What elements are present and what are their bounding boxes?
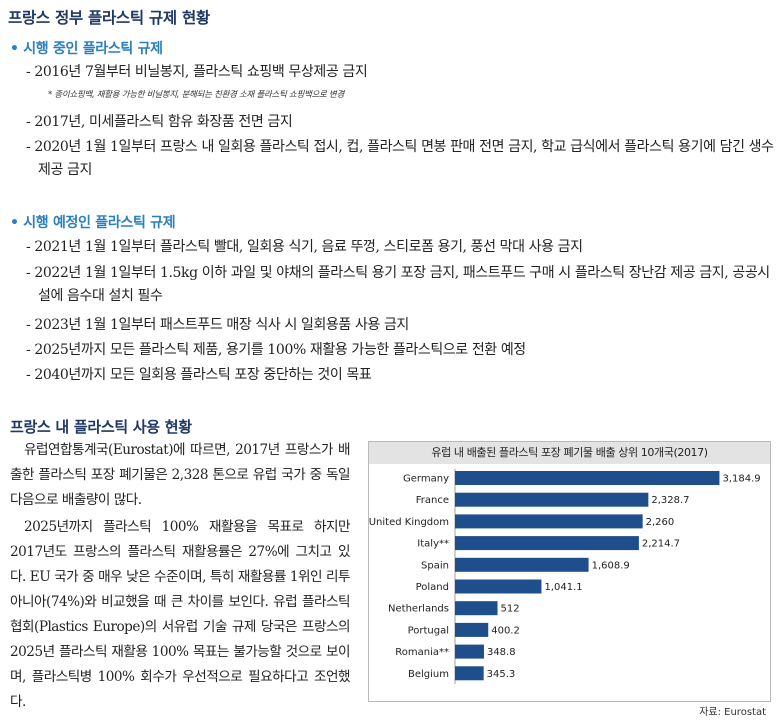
bar bbox=[455, 601, 498, 616]
bar bbox=[455, 514, 643, 529]
category-label: Portugal bbox=[408, 625, 449, 636]
category-label: Spain bbox=[421, 560, 449, 571]
value-label: 345.3 bbox=[487, 669, 516, 680]
value-label: 3,184.9 bbox=[722, 474, 760, 485]
category-label: Belgium bbox=[408, 669, 449, 680]
category-label: Italy** bbox=[417, 539, 449, 550]
bar bbox=[455, 557, 589, 572]
section-planned-heading: • 시행 예정인 플라스틱 규제 bbox=[10, 215, 176, 231]
chart-plot: Germany 3,184.9 France 2,328.7 United Kingdo… bbox=[369, 469, 761, 684]
category-label: France bbox=[416, 495, 449, 506]
value-label: 2,214.7 bbox=[642, 539, 680, 550]
page-title: 프랑스 정부 플라스틱 규제 현황 bbox=[8, 9, 210, 27]
current-item-1: - 2016년 7월부터 비닐봉지, 플라스틱 쇼핑백 무상제공 금지 bbox=[26, 64, 368, 80]
bar bbox=[455, 666, 484, 681]
value-label: 2,260 bbox=[646, 517, 675, 528]
source-note: 자료: Eurostat bbox=[699, 707, 766, 718]
category-label: Romania** bbox=[395, 647, 449, 658]
section-current-heading: • 시행 중인 플라스틱 규제 bbox=[10, 41, 163, 57]
waste-chart: 유럽 내 배출된 플라스틱 포장 폐기물 배출 상위 10개국(2017) Ge… bbox=[368, 441, 771, 702]
value-label: 1,041.1 bbox=[544, 582, 582, 593]
bar bbox=[455, 579, 542, 594]
category-label: United Kingdom bbox=[369, 517, 449, 528]
category-label: Poland bbox=[416, 582, 449, 593]
planned-item-2: - 2022년 1월 1일부터 1.5kg 이하 과일 및 야채의 플라스틱 용… bbox=[26, 265, 770, 304]
category-label: Netherlands bbox=[388, 604, 449, 615]
bar bbox=[455, 536, 639, 551]
bar bbox=[455, 492, 649, 507]
usage-paragraph-1: 유럽연합통계국(Eurostat)에 따르면, 2017년 프랑스가 배출한 플… bbox=[10, 442, 351, 508]
usage-heading: 프랑스 내 플라스틱 사용 현황 bbox=[10, 418, 192, 436]
value-label: 400.2 bbox=[491, 625, 520, 636]
current-item-3: - 2020년 1월 1일부터 프랑스 내 일회용 플라스틱 접시, 컵, 플라… bbox=[26, 139, 774, 178]
planned-item-1: - 2021년 1월 1일부터 플라스틱 빨대, 일회용 식기, 음료 뚜껑, … bbox=[26, 239, 583, 255]
bar bbox=[455, 644, 484, 659]
bar bbox=[455, 622, 489, 637]
planned-item-5: - 2040년까지 모든 일회용 플라스틱 포장 중단하는 것이 목표 bbox=[26, 367, 372, 383]
bar bbox=[455, 471, 720, 485]
value-label: 1,608.9 bbox=[592, 560, 630, 571]
usage-paragraph-2: 2025년까지 플라스틱 100% 재활용을 목표로 하지만 2017년도 프랑… bbox=[10, 519, 351, 710]
planned-item-4: - 2025년까지 모든 플라스틱 제품, 용기를 100% 재활용 가능한 플… bbox=[26, 342, 526, 358]
value-label: 348.8 bbox=[487, 647, 516, 658]
value-label: 512 bbox=[501, 604, 520, 615]
value-label: 2,328.7 bbox=[651, 495, 689, 506]
category-label: Germany bbox=[403, 474, 449, 485]
chart-title: 유럽 내 배출된 플라스틱 포장 폐기물 배출 상위 10개국(2017) bbox=[369, 442, 770, 464]
planned-item-3: - 2023년 1월 1일부터 패스트푸드 매장 식사 시 일회용품 사용 금지 bbox=[26, 317, 409, 333]
current-item-2: - 2017년, 미세플라스틱 함유 화장품 전면 금지 bbox=[26, 114, 293, 130]
current-item-1-note: * 종이쇼핑백, 재활용 가능한 비닐봉지, 분해되는 친환경 소재 플라스틱 … bbox=[48, 90, 344, 100]
